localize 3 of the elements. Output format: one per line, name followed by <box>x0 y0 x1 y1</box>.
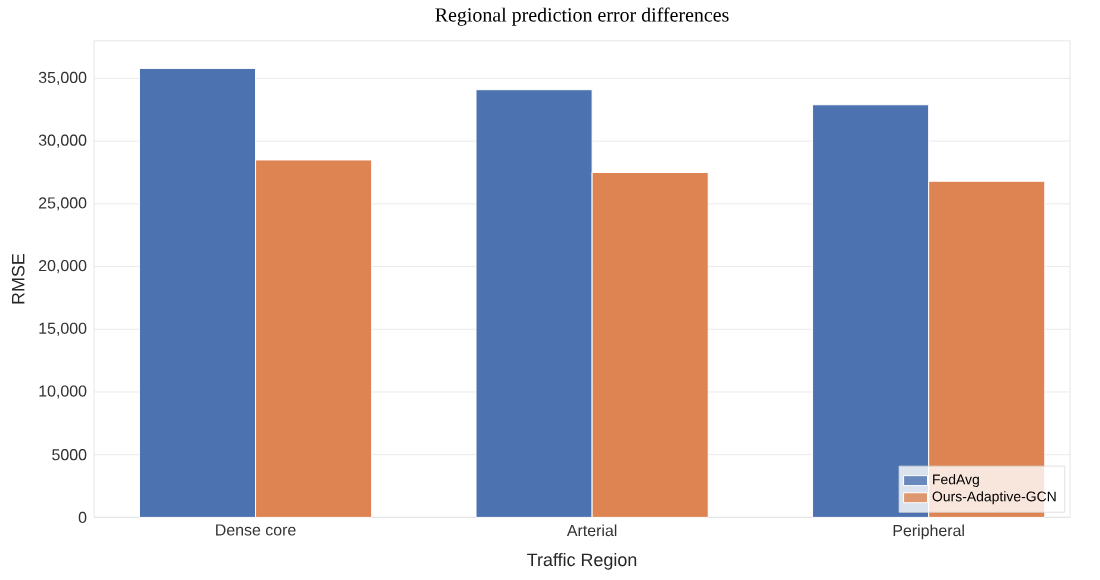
y-axis-title: RMSE <box>11 253 25 304</box>
chart-title: Regional prediction error differences <box>435 7 729 26</box>
x-axis-title: Traffic Region <box>527 552 637 570</box>
